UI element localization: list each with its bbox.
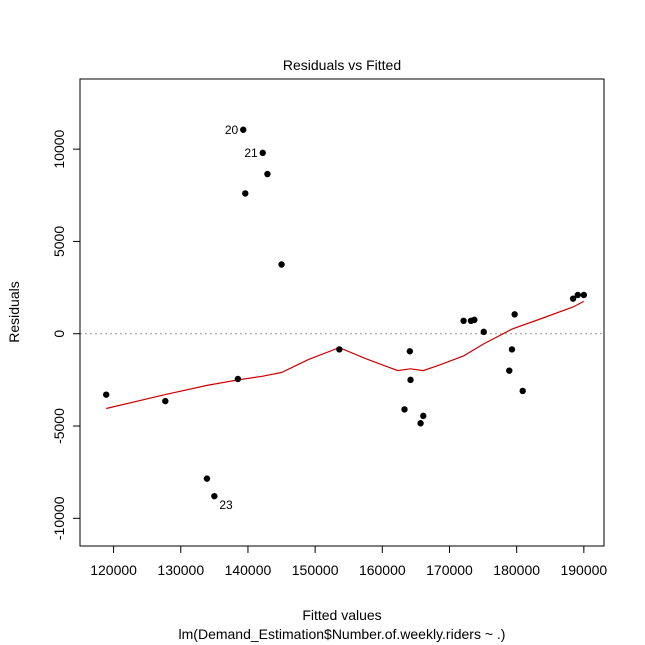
data-point bbox=[574, 291, 581, 299]
data-point bbox=[508, 346, 516, 353]
data-point bbox=[234, 375, 242, 383]
x-tick-label: 120000 bbox=[90, 562, 137, 578]
y-tick-label: 0 bbox=[51, 330, 67, 338]
data-point bbox=[480, 328, 487, 336]
x-tick-label: 150000 bbox=[292, 562, 339, 578]
data-point bbox=[407, 376, 414, 384]
data-points bbox=[103, 126, 588, 500]
smooth-trend-line bbox=[106, 300, 585, 410]
x-tick-label: 130000 bbox=[157, 562, 204, 578]
data-point bbox=[519, 387, 526, 395]
x-axis-label: Fitted values bbox=[302, 607, 381, 623]
x-axis: 120000 130000 140000 150000 160000 170000 1800… bbox=[90, 545, 607, 578]
point-labels: 23 20 21 bbox=[219, 123, 258, 512]
data-point bbox=[506, 367, 513, 374]
data-point bbox=[569, 295, 577, 302]
data-point bbox=[420, 412, 427, 420]
x-tick-label: 190000 bbox=[560, 562, 607, 578]
data-point bbox=[211, 492, 218, 500]
chart-title: Residuals vs Fitted bbox=[283, 57, 401, 73]
data-point bbox=[511, 311, 518, 318]
x-tick-label: 160000 bbox=[359, 562, 406, 578]
x-tick-label: 180000 bbox=[493, 562, 540, 578]
data-point bbox=[259, 149, 266, 157]
data-point bbox=[162, 397, 169, 405]
point-label: 21 bbox=[244, 146, 258, 160]
data-point bbox=[264, 170, 271, 178]
y-tick-label: 5000 bbox=[51, 226, 67, 257]
x-tick-label: 170000 bbox=[426, 562, 473, 578]
data-point bbox=[336, 346, 343, 353]
data-point bbox=[580, 291, 588, 299]
y-tick-label: -5000 bbox=[51, 408, 67, 444]
data-point bbox=[103, 391, 110, 398]
data-point bbox=[240, 126, 247, 133]
data-point bbox=[471, 316, 478, 324]
x-axis-subtitle: lm(Demand_Estimation$Number.of.weekly.ri… bbox=[179, 626, 506, 642]
y-tick-label: -10000 bbox=[51, 496, 67, 540]
data-point bbox=[242, 190, 249, 197]
data-point bbox=[460, 317, 467, 325]
x-tick-label: 140000 bbox=[225, 562, 272, 578]
data-point bbox=[417, 420, 424, 427]
data-point bbox=[203, 475, 211, 482]
plot-area: 23 20 21 bbox=[79, 78, 605, 547]
y-axis-label: Residuals bbox=[6, 281, 22, 342]
plot-frame bbox=[79, 78, 605, 547]
data-point bbox=[406, 348, 414, 355]
point-label: 20 bbox=[225, 123, 239, 137]
data-point bbox=[278, 261, 285, 268]
data-point bbox=[401, 406, 408, 413]
y-tick-label: 10000 bbox=[51, 129, 67, 168]
y-axis: -10000 -5000 0 5000 10000 bbox=[51, 129, 81, 540]
point-label: 23 bbox=[219, 498, 233, 512]
